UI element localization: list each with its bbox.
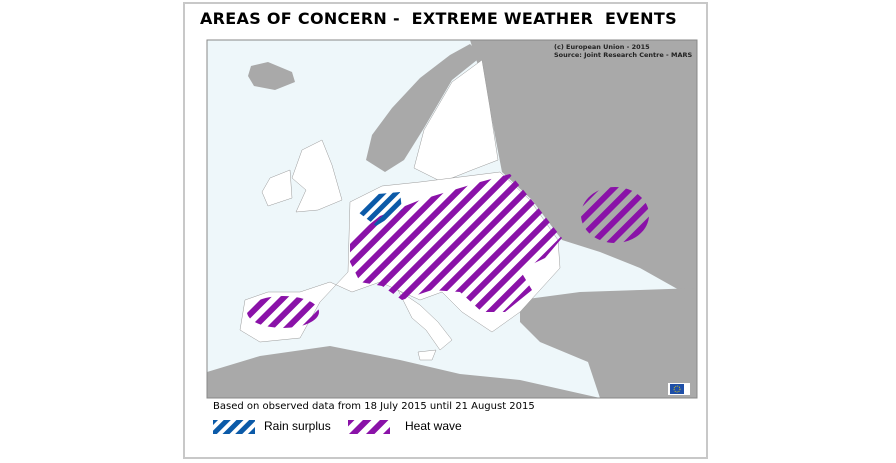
- rain-surplus-swatch-icon: [213, 420, 255, 434]
- heat-wave-area-central-europe: [350, 174, 562, 312]
- credit-copyright: (c) European Union - 2015: [554, 43, 650, 51]
- italy-land: [397, 289, 453, 351]
- ireland-land: [261, 169, 293, 207]
- legend-rain-surplus-label: Rain surplus: [264, 419, 331, 433]
- scandinavia-eu-land: [413, 59, 499, 183]
- heat-wave-swatch-icon: [348, 420, 390, 434]
- map-credit: (c) European Union - 2015 Source: Joint …: [554, 43, 692, 59]
- map-title: AREAS OF CONCERN - EXTREME WEATHER EVENT…: [200, 9, 677, 28]
- eu-flag-logo: [668, 383, 690, 395]
- heat-wave-area-spain: [247, 296, 319, 328]
- sicily-land: [417, 349, 437, 361]
- norway-land: [366, 44, 482, 172]
- legend-heat-wave-label: Heat wave: [405, 419, 462, 433]
- uk-land: [291, 139, 343, 213]
- credit-source: Source: Joint Research Centre - MARS: [554, 51, 693, 59]
- middle-east-land: [520, 288, 697, 398]
- data-period-note: Based on observed data from 18 July 2015…: [213, 401, 535, 412]
- rain-surplus-area-netherlands: [358, 192, 402, 226]
- iceland-land: [248, 62, 295, 90]
- africa-land: [207, 346, 600, 398]
- russia-land: [470, 40, 697, 300]
- heat-wave-area-caucasus: [581, 187, 649, 243]
- map-border: [206, 39, 698, 399]
